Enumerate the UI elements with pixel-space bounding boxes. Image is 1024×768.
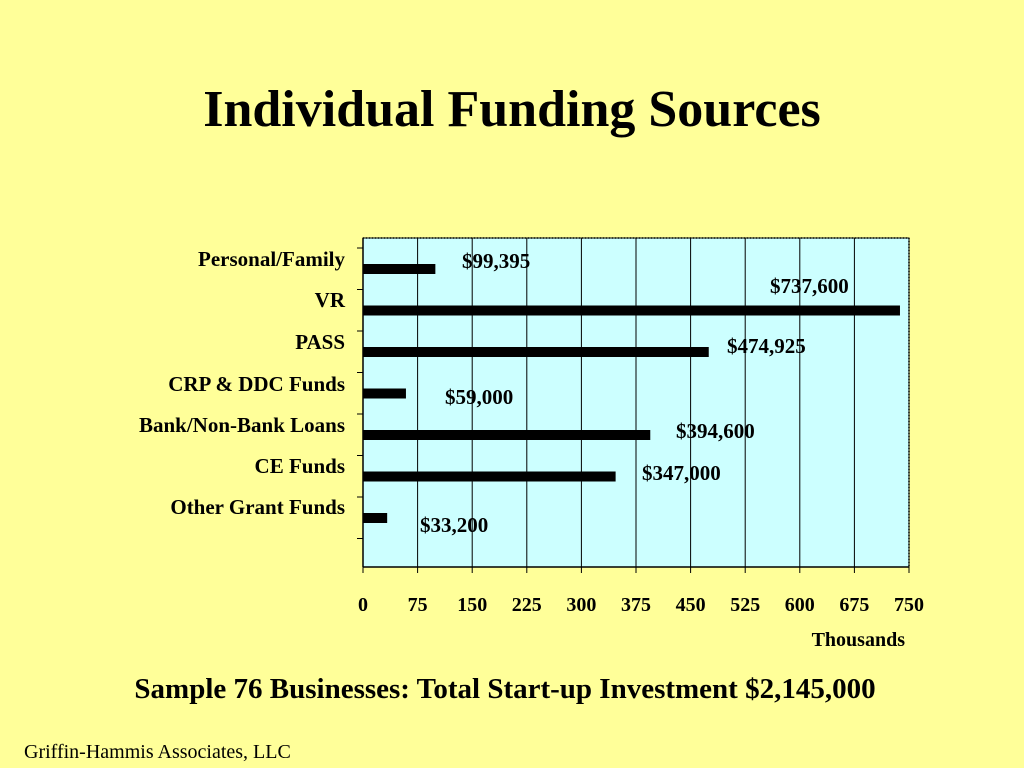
data-label: $347,000: [642, 461, 721, 485]
x-tick-label: 750: [894, 594, 924, 616]
x-tick-label: 150: [457, 594, 487, 616]
company-credit: Griffin-Hammis Associates, LLC: [24, 741, 291, 763]
x-tick-label: 675: [839, 594, 869, 616]
bar-2: [363, 305, 900, 316]
category-label: CRP & DDC Funds: [168, 372, 345, 396]
bar-7: [363, 513, 388, 523]
x-tick-label: 600: [785, 594, 815, 616]
plot-area: 0 75 150 225 300 375 450 525 600 675 750 Thousands P…: [139, 237, 924, 651]
data-label: $394,600: [676, 419, 755, 443]
category-label: Bank/Non-Bank Loans: [139, 413, 345, 437]
x-tick-label: 75: [408, 594, 428, 616]
x-tick-label: 525: [730, 594, 760, 616]
category-label: Other Grant Funds: [170, 495, 345, 519]
x-tick-label: 450: [676, 594, 706, 616]
data-label: $737,600: [770, 274, 849, 298]
bar-6: [363, 471, 616, 482]
x-axis-title: Thousands: [812, 629, 906, 651]
data-label: $59,000: [445, 385, 513, 409]
bar-4: [363, 388, 406, 399]
category-label: VR: [315, 288, 346, 312]
bar-3: [363, 347, 709, 357]
bar-5: [363, 430, 651, 440]
category-label: CE Funds: [255, 454, 345, 478]
x-tick-label: 0: [358, 594, 368, 616]
page-title: Individual Funding Sources: [203, 81, 821, 138]
data-label: $33,200: [420, 513, 488, 537]
x-tick-label: 300: [566, 594, 596, 616]
category-label: Personal/Family: [198, 247, 345, 271]
x-tick-label: 225: [512, 594, 542, 616]
x-tick-label: 375: [621, 594, 651, 616]
total-investment-note: Sample 76 Businesses: Total Start-up Inv…: [134, 673, 876, 705]
data-label: $99,395: [462, 249, 530, 273]
data-label: $474,925: [727, 334, 806, 358]
category-label: PASS: [295, 330, 345, 354]
bar-1: [363, 264, 436, 274]
